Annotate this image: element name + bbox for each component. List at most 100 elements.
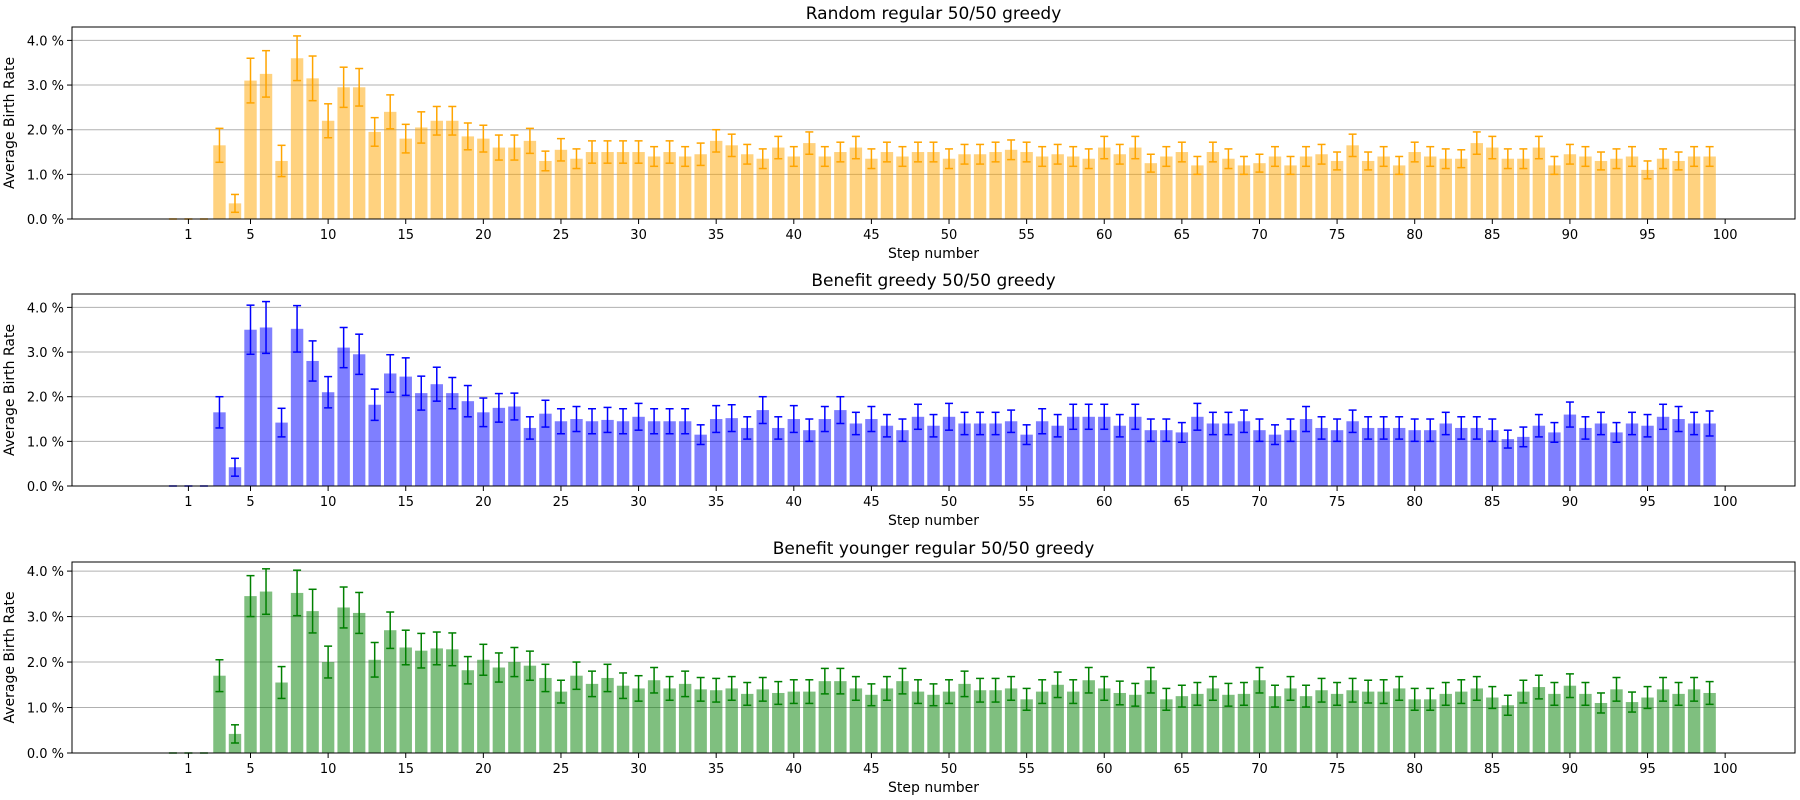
bar: [1268, 156, 1282, 219]
bar: [1237, 165, 1251, 219]
bar: [896, 156, 909, 219]
error-bar: [494, 134, 503, 161]
bar: [1191, 693, 1204, 753]
bar: [1346, 690, 1359, 753]
error-bar: [1581, 416, 1590, 440]
x-tick-label: 40: [786, 495, 803, 510]
bar: [849, 688, 863, 753]
x-tick-label: 80: [1406, 762, 1423, 777]
error-bar: [1596, 411, 1605, 436]
error-bar: [681, 145, 690, 168]
error-bar: [1410, 141, 1419, 163]
error-bar: [262, 300, 271, 355]
bar: [1486, 430, 1499, 486]
error-bar: [572, 405, 581, 433]
bar: [1377, 427, 1390, 486]
bar: [523, 427, 537, 486]
bar: [694, 434, 707, 486]
bar: [1424, 699, 1437, 753]
error-bar: [851, 135, 860, 160]
x-tick-label: 5: [246, 762, 254, 777]
error-bar: [215, 127, 224, 164]
error-bar: [696, 424, 705, 446]
error-bar: [619, 408, 628, 435]
error-bar: [945, 148, 954, 170]
error-bar: [1177, 421, 1186, 443]
bar: [834, 681, 847, 753]
bar: [663, 152, 676, 219]
error-bar: [1255, 153, 1264, 173]
error-bar: [293, 304, 302, 353]
error-bar: [789, 679, 798, 705]
x-tick-label: 60: [1096, 495, 1113, 510]
error-bar: [1379, 679, 1388, 705]
bar: [446, 120, 459, 219]
bar: [1144, 430, 1158, 486]
bar: [880, 688, 894, 753]
x-tick-label: 60: [1096, 228, 1113, 243]
bar: [911, 416, 925, 486]
error-bar: [945, 679, 954, 705]
y-tick-label: 0.0 %: [27, 480, 64, 495]
error-bar: [665, 675, 674, 701]
bar: [958, 154, 971, 219]
error-bar: [1643, 160, 1652, 180]
error-bar: [727, 133, 736, 158]
x-tick-label: 85: [1484, 228, 1501, 243]
bar: [1470, 688, 1483, 753]
bar: [647, 421, 661, 486]
x-tick-label: 10: [320, 228, 337, 243]
bar: [1563, 154, 1577, 219]
bar: [989, 423, 1002, 486]
error-bar: [1053, 143, 1062, 165]
error-bar: [836, 141, 845, 163]
error-bar: [603, 406, 612, 434]
bar: [1532, 425, 1546, 486]
bar: [1144, 163, 1158, 219]
x-tick-label: 75: [1329, 228, 1346, 243]
error-bar: [929, 683, 938, 707]
x-tick-label: 90: [1562, 228, 1579, 243]
x-tick-label: 70: [1251, 228, 1268, 243]
bar: [384, 630, 397, 753]
y-axis-label: Average Birth Rate: [2, 591, 18, 723]
error-bar: [1007, 139, 1016, 161]
bar: [415, 393, 428, 486]
bar: [539, 677, 552, 753]
error-bar: [556, 408, 565, 435]
bar: [880, 425, 894, 486]
error-bar: [634, 674, 643, 702]
error-bar: [882, 413, 891, 438]
x-tick-label: 10: [320, 762, 337, 777]
bar: [1206, 152, 1220, 219]
x-tick-label: 80: [1406, 228, 1423, 243]
bar: [1284, 688, 1297, 753]
error-bar: [1131, 403, 1140, 431]
bar: [818, 156, 832, 219]
error-bar: [1534, 674, 1543, 700]
bar: [1656, 689, 1670, 753]
bar: [368, 659, 381, 753]
error-bar: [1302, 405, 1311, 433]
x-tick-label: 35: [708, 495, 725, 510]
error-bar: [960, 143, 969, 165]
bar: [709, 690, 723, 753]
bar: [1206, 688, 1220, 753]
bar: [616, 421, 630, 486]
error-bar: [277, 144, 286, 178]
error-bar: [277, 407, 286, 438]
error-bar: [293, 569, 302, 617]
error-bar: [1069, 403, 1078, 431]
bar: [756, 689, 769, 753]
bar: [1129, 416, 1142, 486]
bar: [477, 659, 490, 753]
error-bar: [1270, 145, 1279, 168]
error-bar: [1364, 151, 1373, 171]
error-bar: [681, 670, 690, 698]
error-bar: [588, 140, 597, 164]
bar: [1160, 156, 1173, 219]
error-bar: [851, 675, 860, 701]
x-tick-label: 60: [1096, 762, 1113, 777]
x-tick-label: 5: [246, 495, 254, 510]
error-bar: [836, 667, 845, 695]
